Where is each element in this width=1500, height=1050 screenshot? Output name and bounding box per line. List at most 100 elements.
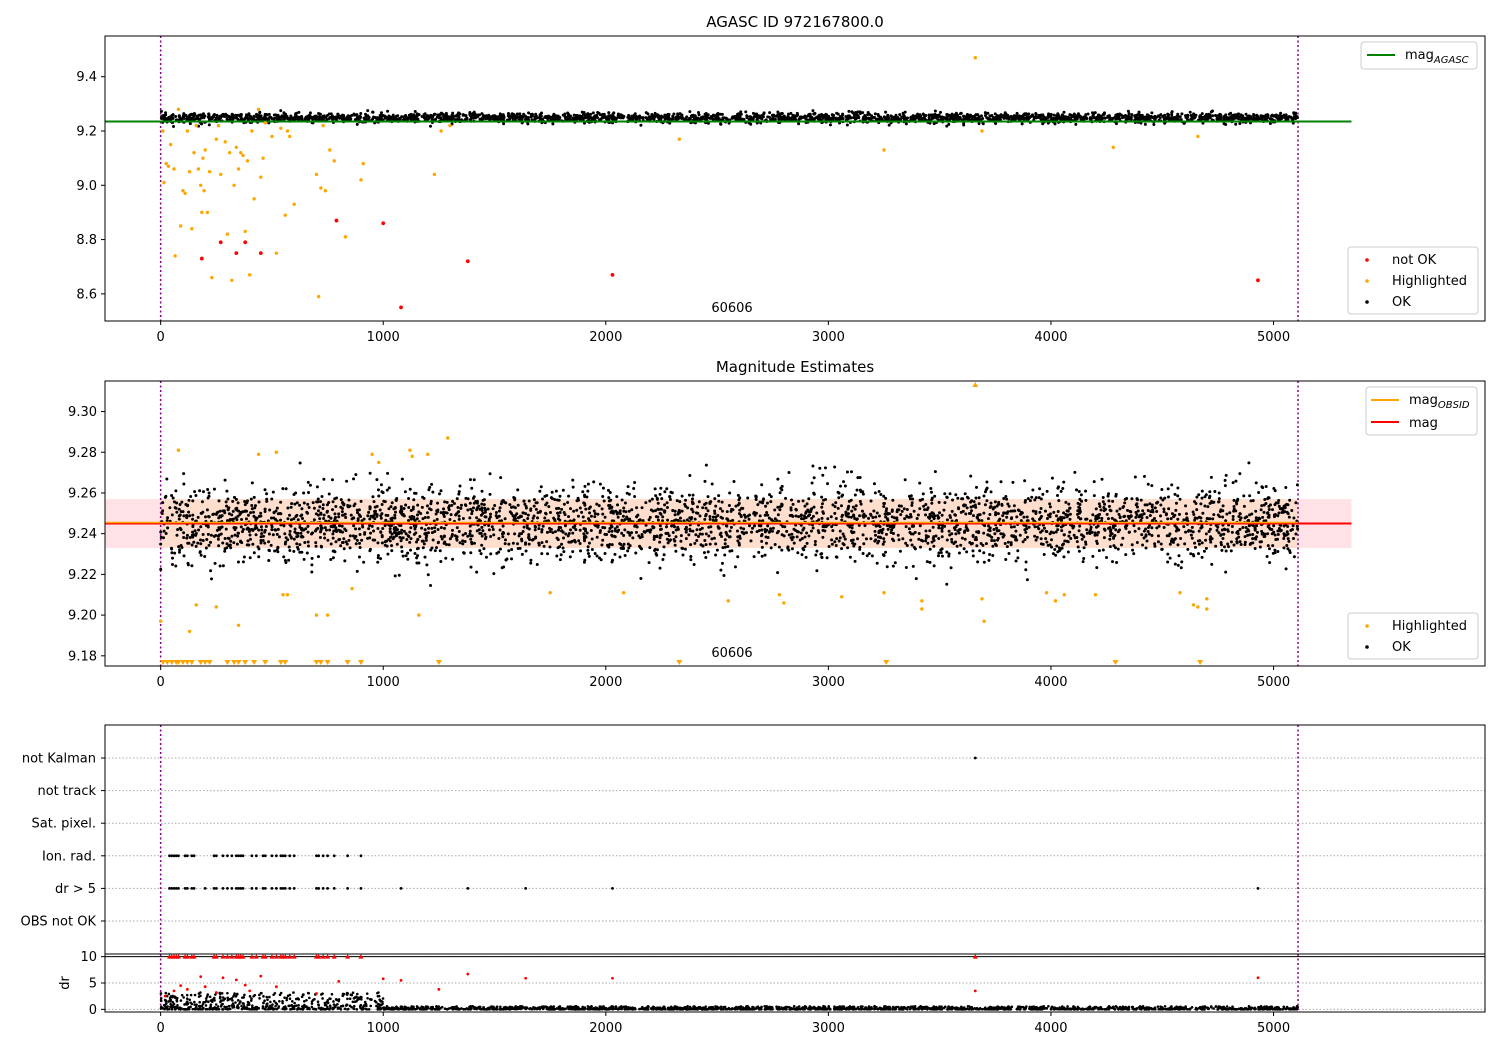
ok-point	[1234, 116, 1238, 120]
ok-point	[506, 532, 510, 536]
ok-point	[1285, 543, 1289, 547]
ok-point	[583, 493, 587, 497]
ok-point	[212, 487, 216, 491]
ok-point	[870, 115, 874, 119]
ok-point	[390, 501, 394, 505]
ok-point	[536, 516, 540, 520]
ok-point	[598, 529, 602, 533]
ok-point	[843, 484, 847, 488]
ok-point	[196, 541, 200, 545]
ok-point	[424, 117, 428, 121]
ok-point	[691, 114, 695, 118]
ok-point	[992, 539, 996, 543]
ok-point	[681, 116, 685, 120]
ok-point	[426, 573, 430, 577]
highlighted-point	[166, 164, 171, 168]
ok-point	[421, 546, 425, 550]
ok-point	[422, 113, 426, 117]
ok-point	[980, 519, 984, 523]
highlighted-point	[250, 129, 254, 133]
ok-point	[1184, 512, 1188, 516]
ok-point	[393, 574, 397, 578]
ok-point	[1199, 502, 1203, 506]
ok-point	[737, 114, 741, 118]
ok-point	[423, 528, 427, 532]
x-tick-label: 4000	[1034, 675, 1067, 690]
ok-point	[1235, 113, 1239, 117]
ok-point	[833, 505, 837, 509]
ok-point	[1131, 548, 1135, 552]
ok-point	[179, 117, 183, 121]
ok-point	[1267, 507, 1271, 511]
ok-point	[1120, 116, 1124, 120]
ok-point	[469, 565, 473, 569]
ok-point	[932, 122, 936, 126]
ok-point	[464, 496, 468, 500]
ok-point	[457, 492, 461, 496]
ok-point	[692, 563, 696, 567]
ok-point	[475, 113, 479, 117]
ok-point	[590, 537, 594, 541]
highlighted-point	[214, 137, 218, 141]
ok-point	[718, 112, 722, 116]
ok-point	[525, 116, 529, 120]
ok-point	[932, 544, 936, 548]
ok-point	[347, 538, 351, 542]
ok-point	[1069, 537, 1073, 541]
highlighted-point	[328, 148, 332, 152]
ok-point	[1057, 517, 1061, 521]
ok-point	[696, 110, 700, 114]
ok-point	[1203, 504, 1207, 508]
ok-point	[849, 530, 853, 533]
ok-point	[877, 114, 881, 118]
ok-point	[304, 117, 308, 121]
ok-point	[293, 117, 297, 121]
ok-point	[701, 115, 705, 119]
ok-point	[834, 543, 838, 547]
highlighted-point	[210, 275, 214, 280]
ok-point	[821, 473, 825, 477]
ok-point	[1077, 549, 1081, 553]
ok-point	[538, 115, 542, 119]
ok-point	[264, 525, 268, 529]
ok-point	[1048, 502, 1052, 506]
ok-point	[971, 549, 975, 553]
ok-point	[388, 527, 392, 531]
ok-point	[653, 549, 657, 553]
ok-point	[839, 484, 843, 488]
ok-point	[747, 517, 751, 521]
ok-point	[717, 499, 721, 503]
ok-point	[429, 113, 433, 117]
ok-point	[1130, 113, 1134, 117]
ok-point	[605, 117, 609, 121]
ok-point	[403, 115, 407, 119]
ok-point	[516, 112, 520, 116]
highlighted-point	[201, 156, 205, 160]
ok-point	[1018, 533, 1022, 537]
ok-point	[420, 114, 424, 118]
ok-point	[469, 537, 473, 541]
ok-point	[368, 524, 372, 528]
ok-point	[695, 528, 699, 532]
ok-point	[875, 561, 879, 565]
ok-point	[650, 497, 654, 501]
ok-point	[691, 493, 695, 497]
ok-point	[538, 489, 542, 493]
ok-point	[564, 117, 568, 121]
highlighted-point	[252, 197, 256, 201]
ok-point	[737, 498, 741, 502]
ok-point	[1047, 112, 1051, 116]
ok-point	[352, 524, 356, 528]
ok-point	[1184, 115, 1188, 119]
ok-point	[333, 512, 337, 516]
ok-point	[522, 525, 526, 529]
ok-point	[815, 569, 819, 573]
ok-point	[544, 115, 548, 119]
ok-point	[1153, 506, 1157, 510]
ok-point	[929, 490, 933, 494]
ok-point	[728, 491, 732, 495]
ok-point	[1292, 555, 1296, 559]
ok-point	[400, 477, 404, 481]
ok-point	[1077, 490, 1081, 494]
ok-point	[1006, 113, 1010, 117]
